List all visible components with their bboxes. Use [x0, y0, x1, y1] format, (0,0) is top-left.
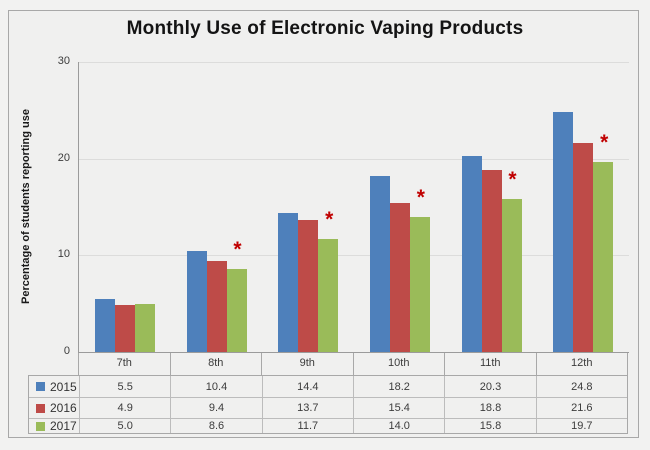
legend-swatch-2016: [36, 403, 45, 413]
bar-2015-11th: [461, 155, 482, 352]
table-value-2015-11th: 20.3: [444, 376, 535, 397]
gridline: [79, 62, 629, 63]
gridline: [79, 158, 629, 160]
gridline: [79, 255, 629, 257]
bar-2016-9th: [298, 219, 319, 352]
bar-2015-9th: [278, 212, 299, 352]
bar-2016-8th: [206, 261, 227, 352]
bar-2017-8th: [226, 268, 247, 352]
legend-cell-2017: 2017: [29, 418, 79, 433]
bar-2016-11th: [481, 170, 502, 352]
legend-label-2016: 2016: [50, 401, 77, 415]
bar-2015-12th: [553, 112, 574, 352]
table-value-2017-10th: 14.0: [353, 418, 445, 433]
bar-2017-11th: [501, 199, 522, 352]
chart-title: Monthly Use of Electronic Vaping Product…: [126, 18, 524, 39]
data-table: 2015 5.5 10.4 14.4 18.2 20.3 24.8 2016 4.9 9.4 13.…: [28, 375, 628, 434]
table-value-2017-11th: 15.8: [444, 418, 536, 433]
legend-swatch-2015: [36, 382, 45, 391]
table-value-2016-10th: 15.4: [353, 397, 445, 418]
bar-2016-10th: [389, 203, 410, 352]
bar-2015-7th: [94, 298, 115, 352]
y-tick-label: 20: [57, 151, 70, 164]
table-value-2015-12th: 24.8: [535, 376, 627, 397]
significance-asterisk-9th: *: [325, 207, 334, 231]
chart-frame: [8, 10, 639, 438]
significance-asterisk-11th: *: [508, 168, 517, 192]
bar-2017-12th: [593, 161, 614, 352]
bar-2017-7th: [134, 303, 155, 352]
x-category-label-7th: 7th: [78, 353, 170, 375]
x-category-label-11th: 11th: [444, 353, 536, 375]
y-tick-label: 10: [57, 248, 70, 261]
legend-label-2015: 2015: [50, 379, 77, 394]
y-axis-title: Percentage of students reporting use: [20, 109, 32, 305]
table-value-2017-7th: 5.0: [79, 418, 171, 433]
table-value-2016-11th: 18.8: [444, 397, 536, 418]
x-category-label-9th: 9th: [261, 353, 353, 375]
table-value-2016-8th: 9.4: [170, 397, 262, 418]
bar-2016-7th: [114, 304, 135, 352]
legend-swatch-2017: [36, 421, 45, 431]
x-category-label-10th: 10th: [352, 353, 445, 375]
table-value-2017-8th: 8.6: [170, 418, 262, 433]
table-value-2016-9th: 13.7: [261, 397, 353, 418]
bar-2017-10th: [409, 216, 430, 352]
table-value-2015-10th: 18.2: [353, 376, 444, 397]
legend-label-2017: 2017: [50, 419, 77, 433]
table-value-2016-7th: 4.9: [79, 397, 171, 418]
x-category-label-8th: 8th: [169, 353, 262, 375]
plot-area: * * * * *: [78, 62, 629, 353]
x-category-label-12th: 12th: [535, 353, 628, 375]
legend-cell-2015: 2015: [29, 376, 79, 397]
legend-cell-2016: 2016: [29, 397, 79, 418]
table-value-2017-12th: 19.7: [535, 418, 627, 433]
bar-2015-10th: [369, 176, 390, 352]
bar-2016-12th: [573, 143, 594, 352]
y-tick-label: 30: [57, 55, 70, 67]
x-axis-category-row: 7th 8th 9th 10th 11th 12th: [78, 353, 628, 375]
table-value-2015-9th: 14.4: [261, 376, 353, 397]
table-value-2015-8th: 10.4: [170, 376, 261, 397]
bar-2015-8th: [186, 251, 207, 352]
table-value-2017-9th: 11.7: [261, 418, 353, 433]
y-tick-label: 0: [63, 345, 70, 357]
significance-asterisk-12th: *: [600, 130, 609, 154]
table-value-2016-12th: 21.6: [535, 397, 627, 418]
bar-2017-9th: [318, 238, 339, 352]
table-value-2015-7th: 5.5: [79, 376, 170, 397]
significance-asterisk-10th: *: [416, 185, 425, 209]
significance-asterisk-8th: *: [233, 237, 242, 261]
